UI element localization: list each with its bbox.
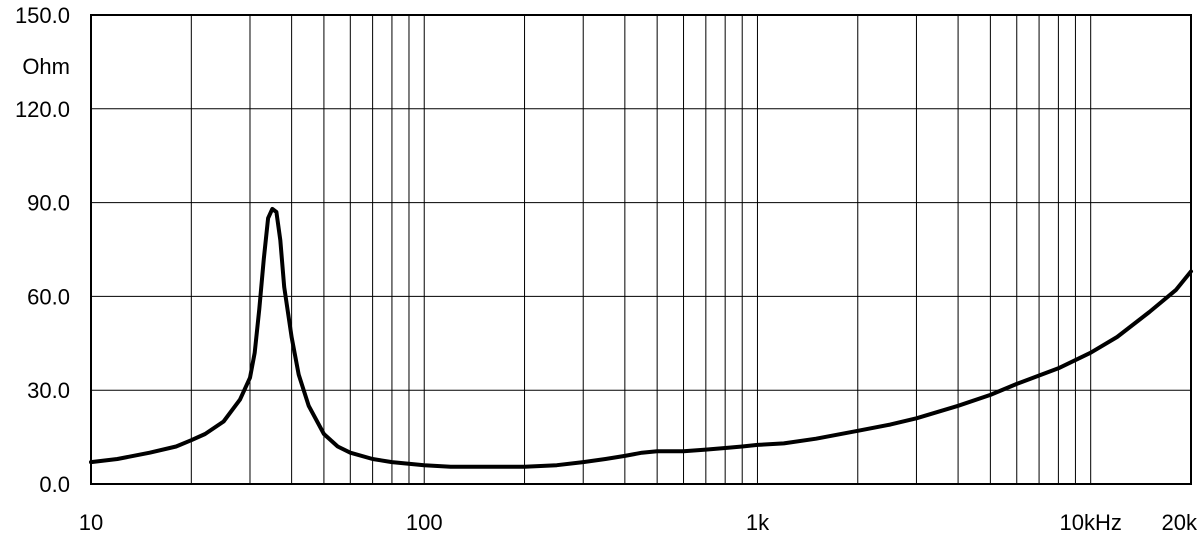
y-tick-label: 0.0 bbox=[39, 472, 70, 497]
y-tick-label: 90.0 bbox=[27, 191, 70, 216]
x-tick-label: 1k bbox=[746, 510, 770, 535]
y-tick-label: 150.0 bbox=[15, 3, 70, 28]
impedance-curve bbox=[89, 206, 1193, 469]
y-tick-label: 60.0 bbox=[27, 284, 70, 309]
y-tick-labels: 0.0 30.0 60.0 90.0 120.0 150.0 bbox=[15, 3, 70, 497]
x-tick-label: 10 bbox=[79, 510, 103, 535]
grid bbox=[91, 14, 1192, 485]
y-tick-label: 120.0 bbox=[15, 97, 70, 122]
x-tick-labels: 10 100 1k 10kHz 20k bbox=[79, 510, 1198, 535]
y-tick-label: 30.0 bbox=[27, 378, 70, 403]
x-tick-label: 10kHz bbox=[1060, 510, 1122, 535]
y-axis-unit-label: Ohm bbox=[22, 54, 70, 79]
x-tick-label: 100 bbox=[406, 510, 443, 535]
plot-frame bbox=[90, 14, 1192, 485]
x-tick-label: 20k bbox=[1162, 510, 1198, 535]
